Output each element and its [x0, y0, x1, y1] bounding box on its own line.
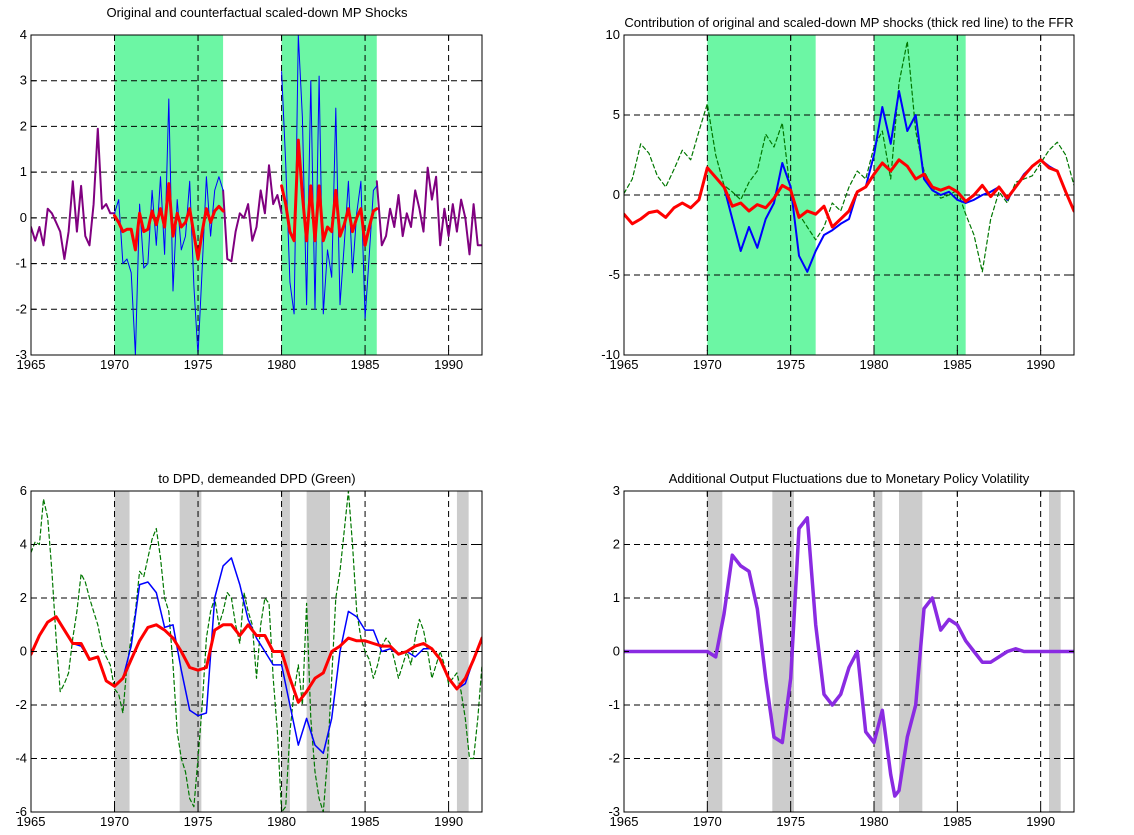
panel-output-fluctuations: Additional Output Fluctuations due to Mo…: [608, 471, 1075, 829]
y-tick-label: -2: [608, 751, 620, 766]
x-tick-label: 1980: [860, 357, 889, 372]
y-tick-label: -1: [608, 697, 620, 712]
series-line: [280, 138, 379, 247]
y-tick-label: 2: [20, 118, 27, 133]
y-tick-label: -2: [15, 301, 27, 316]
panel-ffr-contribution: Contribution of original and scaled-down…: [601, 15, 1075, 372]
x-tick-label: 1980: [860, 814, 889, 829]
x-tick-label: 1965: [610, 814, 639, 829]
y-tick-label: 1: [613, 590, 620, 605]
x-tick-label: 1970: [100, 814, 129, 829]
x-tick-label: 1980: [267, 357, 296, 372]
x-tick-label: 1990: [434, 357, 463, 372]
panel-title: to DPD, demeanded DPD (Green): [158, 471, 355, 486]
panel-mp-shocks: Original and counterfactual scaled-down …: [15, 5, 483, 372]
series-line: [624, 516, 1074, 798]
x-tick-label: 1990: [1026, 814, 1055, 829]
series-line: [624, 158, 1074, 229]
x-tick-label: 1970: [693, 814, 722, 829]
shaded-region: [772, 491, 794, 812]
y-tick-label: 0: [20, 644, 27, 659]
series-line: [281, 35, 378, 319]
panel-title: Additional Output Fluctuations due to Mo…: [669, 471, 1030, 486]
x-tick-label: 1990: [1026, 357, 1055, 372]
y-tick-label: -3: [608, 804, 620, 819]
y-tick-label: 0: [20, 210, 27, 225]
y-tick-label: 3: [20, 73, 27, 88]
y-tick-label: -4: [15, 751, 27, 766]
x-tick-label: 1990: [434, 814, 463, 829]
panel-dpd: to DPD, demeanded DPD (Green) 1965 1970 19…: [15, 471, 483, 829]
series-group: [31, 491, 482, 812]
series-line: [31, 557, 482, 754]
series-line: [222, 164, 283, 263]
y-tick-label: 10: [606, 27, 620, 42]
series-line: [624, 40, 1074, 273]
series-group: [31, 35, 482, 355]
y-tick-label: 6: [20, 483, 27, 498]
y-tick-label: -5: [608, 267, 620, 282]
y-tick-label: -3: [15, 347, 27, 362]
series-line: [31, 615, 482, 704]
y-tick-label: 1: [20, 164, 27, 179]
series-line: [375, 166, 482, 256]
panel-title: Contribution of original and scaled-down…: [624, 15, 1073, 30]
series-group: [624, 516, 1074, 798]
x-tick-label: 1985: [943, 814, 972, 829]
series-line: [31, 127, 116, 260]
x-tick-label: 1970: [100, 357, 129, 372]
y-tick-label: 0: [613, 187, 620, 202]
x-tick-label: 1985: [351, 357, 380, 372]
series-line: [114, 98, 224, 355]
y-tick-label: 5: [613, 107, 620, 122]
y-tick-label: 2: [20, 590, 27, 605]
shaded-region: [306, 491, 330, 812]
x-tick-label: 1965: [610, 357, 639, 372]
panel-title: Original and counterfactual scaled-down …: [106, 5, 408, 20]
y-tick-label: -1: [15, 256, 27, 271]
shaded-region: [179, 491, 202, 812]
series-line: [113, 182, 225, 261]
y-tick-label: 4: [20, 27, 27, 42]
x-tick-label: 1975: [184, 357, 213, 372]
x-tick-label: 1985: [351, 814, 380, 829]
y-tick-label: 4: [20, 537, 27, 552]
x-tick-label: 1980: [267, 814, 296, 829]
x-tick-label: 1965: [17, 814, 46, 829]
y-tick-label: -10: [601, 347, 620, 362]
y-tick-label: -6: [15, 804, 27, 819]
x-tick-label: 1975: [184, 814, 213, 829]
y-tick-label: 3: [613, 483, 620, 498]
series-line: [624, 90, 1074, 273]
y-tick-label: -2: [15, 697, 27, 712]
x-tick-label: 1970: [693, 357, 722, 372]
x-tick-label: 1965: [17, 357, 46, 372]
plot-frame: [30, 34, 483, 356]
series-group: [624, 40, 1074, 273]
x-tick-label: 1985: [943, 357, 972, 372]
x-tick-label: 1975: [776, 814, 805, 829]
x-tick-label: 1975: [776, 357, 805, 372]
shaded-region: [899, 491, 923, 812]
y-tick-label: 0: [613, 644, 620, 659]
y-tick-label: 2: [613, 537, 620, 552]
